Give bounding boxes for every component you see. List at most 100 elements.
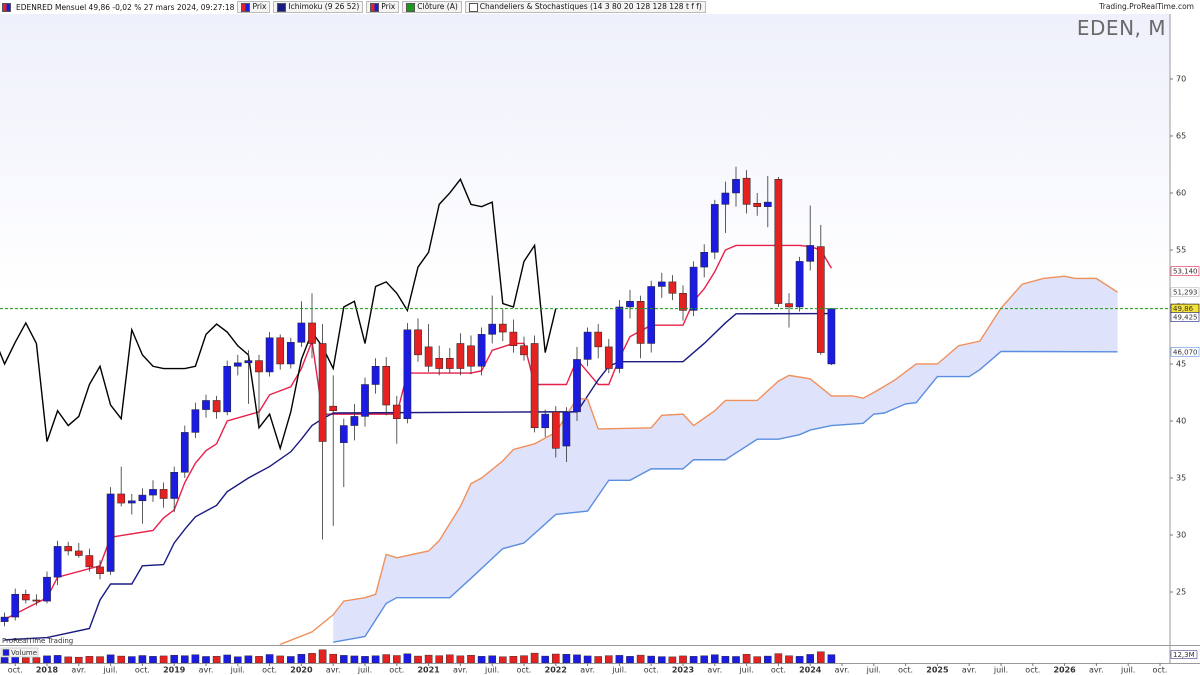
volume-bar — [159, 655, 168, 663]
x-tick-label: juil. — [484, 666, 499, 675]
candle-body — [456, 343, 465, 369]
volume-bar — [350, 655, 359, 663]
volume-bar — [340, 655, 348, 663]
candle-body — [721, 192, 730, 205]
volume-y-tick-label: 12,3M — [1173, 651, 1195, 659]
volume-bar — [467, 655, 475, 663]
volume-bar — [403, 653, 412, 663]
candle-body — [244, 360, 253, 364]
volume-legend-icon — [2, 649, 10, 656]
x-tick-label: 2018 — [36, 666, 59, 675]
candle-body — [763, 201, 772, 207]
candle-body — [520, 345, 528, 356]
volume-bar — [679, 655, 687, 663]
candle-body — [477, 334, 486, 367]
candle-body — [276, 337, 285, 365]
plot-background — [0, 14, 1170, 645]
y-tick-label: 35 — [1176, 473, 1186, 482]
x-tick-label: juil. — [1120, 666, 1135, 675]
legend-item[interactable]: Prix — [366, 1, 400, 13]
candle-body — [159, 489, 168, 499]
x-tick-label: 2024 — [799, 666, 822, 675]
volume-bar — [446, 654, 454, 663]
candle-body — [551, 411, 560, 449]
volume-bar — [329, 653, 338, 663]
x-tick-label: 2022 — [545, 666, 567, 675]
candle-body — [827, 308, 836, 365]
volume-legend-label: Volume — [11, 649, 37, 657]
price-badge-label: 51,293 — [1173, 289, 1198, 297]
candle-body — [530, 343, 539, 429]
candle-body — [382, 366, 391, 406]
legend-item[interactable]: Ichimoku (9 26 52) — [273, 1, 364, 13]
x-tick-label: avr. — [962, 666, 977, 675]
volume-legend-box — [0, 647, 39, 658]
legend-text: Clôture (A) — [417, 2, 458, 11]
x-tick-label: juil. — [866, 666, 881, 675]
volume-bar — [774, 653, 783, 663]
candle-body — [361, 384, 369, 417]
x-tick-label: oct. — [1025, 666, 1040, 675]
volume-bar — [0, 657, 9, 663]
candle-body — [180, 432, 189, 473]
volume-panel — [0, 649, 836, 663]
candle-body — [233, 362, 242, 367]
volume-bar — [371, 655, 380, 663]
volume-bar — [817, 651, 825, 663]
candle-body — [170, 472, 179, 499]
legend-text: Ichimoku (9 26 52) — [288, 2, 360, 11]
volume-bar — [552, 653, 560, 663]
candle-body — [509, 331, 518, 346]
x-tick-label: juil. — [102, 666, 117, 675]
legend-item[interactable]: Prix — [237, 1, 271, 13]
x-tick-label: avr. — [835, 666, 850, 675]
ichimoku-line — [279, 275, 1118, 645]
volume-bar — [265, 654, 274, 663]
volume-bar — [424, 654, 433, 663]
volume-bar — [382, 654, 391, 663]
legend-item[interactable]: Clôture (A) — [402, 1, 462, 13]
x-tick-label: oct. — [389, 666, 404, 675]
candle-body — [106, 493, 115, 572]
candle-body — [117, 493, 126, 504]
x-tick-label: avr. — [707, 666, 722, 675]
volume-bar — [361, 656, 369, 663]
candle-body — [53, 546, 62, 578]
candle-body — [435, 358, 444, 369]
volume-bar — [530, 652, 539, 663]
candle-body — [0, 616, 9, 622]
volume-bar — [806, 654, 814, 663]
volume-bar — [11, 656, 20, 663]
candle-body — [806, 245, 815, 262]
legend-text: Chandeliers & Stochastiques (14 3 80 20 … — [479, 2, 702, 11]
candle-body — [774, 179, 783, 304]
legend-icon — [2, 2, 11, 12]
candle-body — [350, 416, 359, 426]
x-tick-label: oct. — [517, 666, 532, 675]
volume-bar — [255, 656, 263, 663]
volume-bar — [297, 654, 306, 663]
volume-bar — [170, 654, 179, 663]
x-tick-label: 2021 — [417, 666, 440, 675]
price-badge — [1170, 287, 1200, 298]
candle-body — [32, 599, 41, 602]
volume-bar — [764, 655, 772, 663]
candle-body — [498, 323, 507, 333]
x-tick-label: oct. — [644, 666, 659, 675]
volume-bar — [223, 654, 232, 663]
volume-bar — [435, 655, 444, 663]
x-tick-label: oct. — [135, 666, 150, 675]
legend-item[interactable]: Chandeliers & Stochastiques (14 3 80 20 … — [464, 1, 706, 13]
x-tick-label: avr. — [580, 666, 595, 675]
ichimoku-line — [0, 177, 557, 451]
candle-body — [541, 413, 550, 429]
candle-body — [742, 177, 751, 205]
candle-body — [710, 204, 719, 253]
candle-body — [403, 329, 412, 419]
volume-bar — [615, 655, 624, 663]
y-tick-label: 70 — [1176, 74, 1186, 83]
candle-body — [668, 281, 677, 294]
candle-body — [647, 286, 656, 344]
volume-bar — [287, 656, 295, 663]
candle-body — [318, 343, 327, 442]
